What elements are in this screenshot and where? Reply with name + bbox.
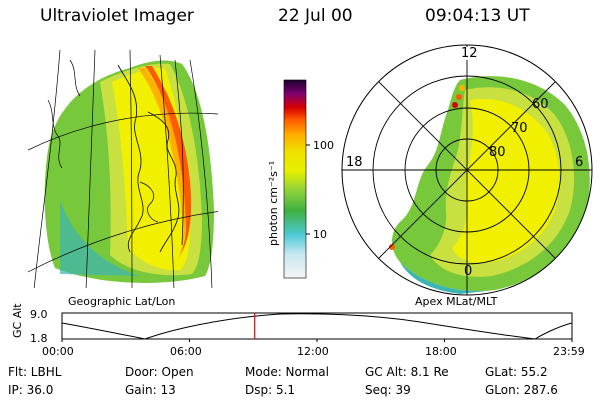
mlt-label-12: 12 [461, 46, 478, 61]
footer-gc-alt: GC Alt: 8.1 Re [365, 365, 449, 379]
footer-filter: Flt: LBHL [8, 365, 62, 379]
footer-door: Door: Open [125, 365, 194, 379]
altitude-plot [61, 312, 573, 342]
footer-dsp: Dsp: 5.1 [245, 383, 296, 397]
footer-ip: IP: 36.0 [8, 383, 54, 397]
date-label: 22 Jul 00 [278, 6, 353, 26]
mlt-label-18: 18 [346, 155, 363, 170]
xtick-1800: 18:00 [425, 345, 457, 358]
mlt-label-6: 6 [575, 155, 584, 170]
apex-caption: Apex MLat/MLT [415, 295, 498, 308]
geographic-map [28, 50, 218, 288]
colorbar [283, 79, 307, 279]
altitude-ylabel: GC Alt [11, 303, 24, 338]
xtick-0600: 06:00 [170, 345, 202, 358]
mlt-label-0: 0 [464, 264, 473, 279]
footer-mode: Mode: Normal [245, 365, 329, 379]
mlat-label-80: 80 [489, 145, 506, 160]
colorbar-label: photon cm⁻²s⁻¹ [267, 160, 280, 246]
xtick-2359: 23:59 [553, 345, 585, 358]
xtick-0000: 00:00 [42, 345, 74, 358]
mlat-label-70: 70 [511, 121, 528, 136]
time-label: 09:04:13 UT [425, 6, 530, 26]
mlat-label-60: 60 [532, 97, 549, 112]
polar-map [341, 44, 593, 296]
xtick-1200: 12:00 [297, 345, 329, 358]
footer-gain: Gain: 13 [125, 383, 176, 397]
altitude-ymax: 9.0 [30, 308, 48, 321]
footer-glat: GLat: 55.2 [485, 365, 548, 379]
app-title: Ultraviolet Imager [40, 6, 194, 26]
footer-glon: GLon: 287.6 [485, 383, 558, 397]
geographic-caption: Geographic Lat/Lon [68, 295, 176, 308]
altitude-ymin: 1.8 [30, 332, 48, 345]
altitude-curve [61, 313, 573, 340]
footer-seq: Seq: 39 [365, 383, 411, 397]
colorbar-tick-10: 10 [313, 228, 327, 241]
colorbar-tick-100: 100 [313, 139, 334, 152]
